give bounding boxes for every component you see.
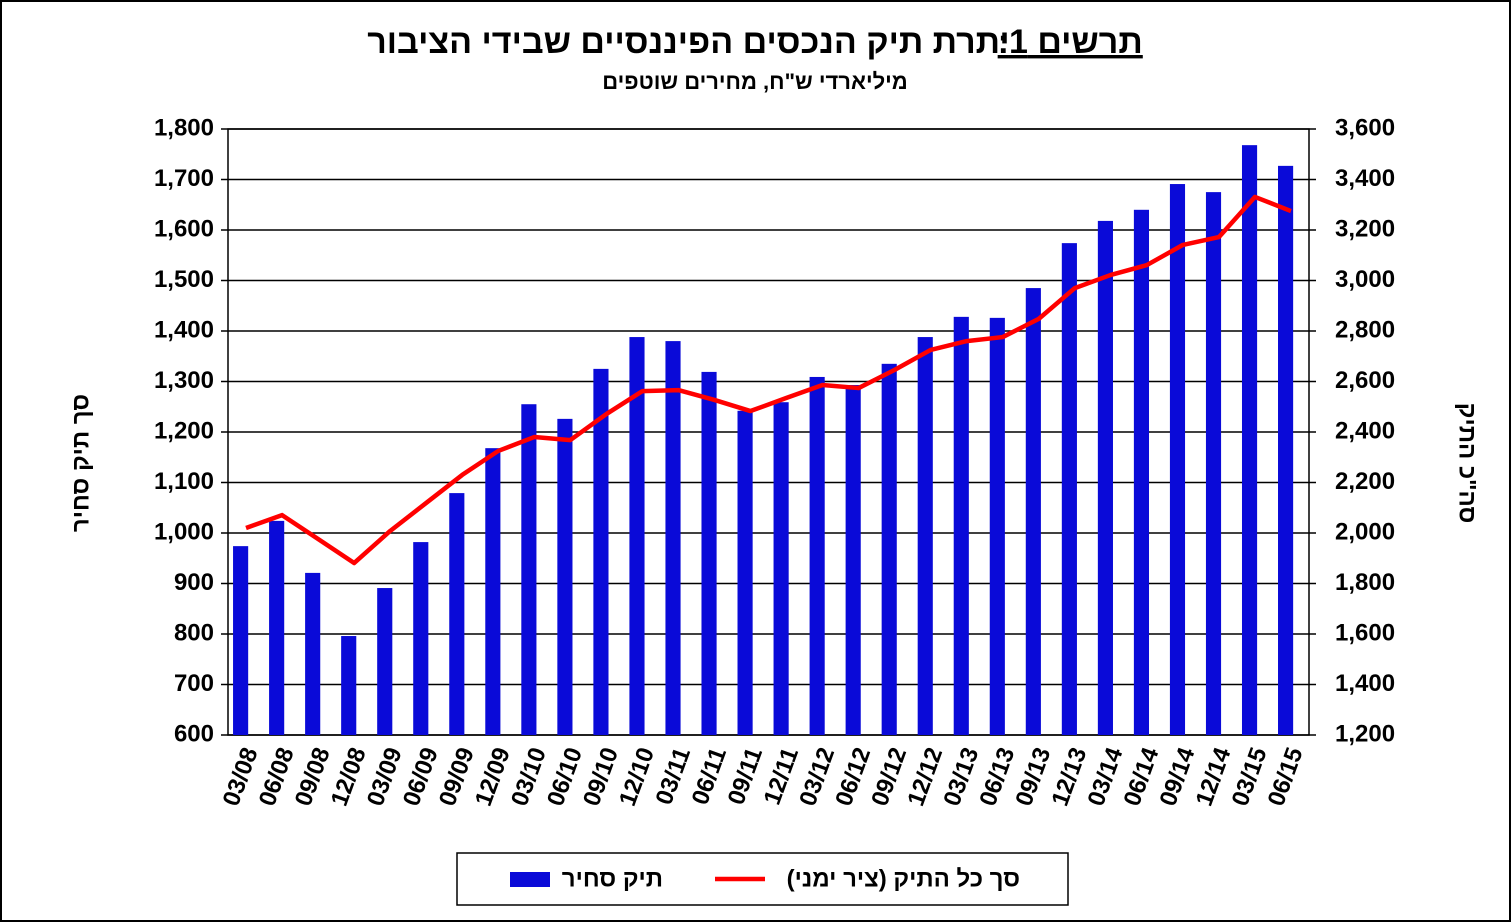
- y-tick-label: 1,400: [154, 316, 214, 343]
- y2-tick-label: 3,000: [1335, 266, 1395, 293]
- bar: [1169, 184, 1186, 736]
- bar: [809, 376, 825, 735]
- y2-tick-label: 2,400: [1335, 417, 1395, 444]
- y-tick-label: 600: [174, 720, 214, 747]
- bar: [593, 368, 609, 735]
- y2-tick-label: 2,200: [1335, 468, 1395, 495]
- y2-axis-title: סה"כ התיק: [1454, 403, 1481, 523]
- y-tick-label: 1,300: [154, 367, 214, 394]
- bar: [521, 404, 537, 735]
- legend-label: תיק סחיר: [562, 865, 663, 892]
- plot-border: [227, 128, 1310, 736]
- bar: [233, 546, 249, 735]
- bar: [269, 520, 285, 735]
- title-label: תרשים 1:: [998, 23, 1143, 61]
- y-tick-label: 900: [174, 569, 214, 596]
- bar: [701, 371, 717, 735]
- bar: [449, 493, 465, 735]
- y2-tick-label: 2,600: [1335, 367, 1395, 394]
- y-tick-label: 700: [174, 670, 214, 697]
- legend-swatch: [510, 872, 550, 887]
- y-tick-label: 1,200: [154, 417, 214, 444]
- y-tick-label: 800: [174, 619, 214, 646]
- line: [245, 194, 1292, 566]
- bar: [665, 341, 681, 735]
- chart-title: תרשים 1:יתרת תיק הנכסים הפיננסיים שבידי …: [367, 23, 1143, 61]
- bar: [305, 572, 321, 735]
- bar: [1205, 192, 1222, 735]
- y2-tick-label: 3,200: [1335, 215, 1395, 242]
- bar: [377, 588, 393, 735]
- bar: [485, 448, 501, 735]
- bar: [629, 337, 645, 735]
- y-tick-label: 1,600: [154, 215, 214, 242]
- bar: [1061, 243, 1077, 735]
- bar: [737, 410, 753, 735]
- bar: [881, 363, 897, 735]
- y-tick-label: 1,500: [154, 266, 214, 293]
- bar: [1133, 209, 1150, 736]
- legend-label: סך כל התיק (ציר ימני): [787, 865, 1020, 892]
- y-tick-label: 1,800: [154, 114, 214, 141]
- bar: [917, 337, 933, 735]
- y2-tick-label: 3,400: [1335, 165, 1395, 192]
- bar: [1097, 220, 1113, 735]
- bar: [341, 636, 357, 735]
- y-tick-label: 1,100: [154, 468, 214, 495]
- y2-tick-label: 1,800: [1335, 569, 1395, 596]
- bar: [1241, 145, 1258, 735]
- y2-tick-label: 2,800: [1335, 316, 1395, 343]
- bar: [953, 316, 969, 735]
- bar: [557, 418, 573, 735]
- bar: [1025, 288, 1041, 735]
- title-text: יתרת תיק הנכסים הפיננסיים שבידי הציבור: [367, 23, 1009, 61]
- bar: [845, 385, 861, 735]
- bar: [773, 402, 789, 735]
- bar: [989, 317, 1005, 735]
- bar: [1278, 165, 1294, 736]
- y-tick-label: 1,000: [154, 518, 214, 545]
- bar: [413, 542, 429, 735]
- y2-tick-label: 3,600: [1335, 114, 1395, 141]
- y-axis-title: סך תיק סחיר: [67, 394, 94, 532]
- y2-tick-label: 1,400: [1335, 670, 1395, 697]
- y2-tick-label: 1,200: [1335, 720, 1395, 747]
- y2-tick-label: 1,600: [1335, 619, 1395, 646]
- y2-tick-label: 2,000: [1335, 518, 1395, 545]
- y-tick-label: 1,700: [154, 165, 214, 192]
- subtitle: מיליארדי ש"ח, מחירים שוטפים: [602, 69, 908, 94]
